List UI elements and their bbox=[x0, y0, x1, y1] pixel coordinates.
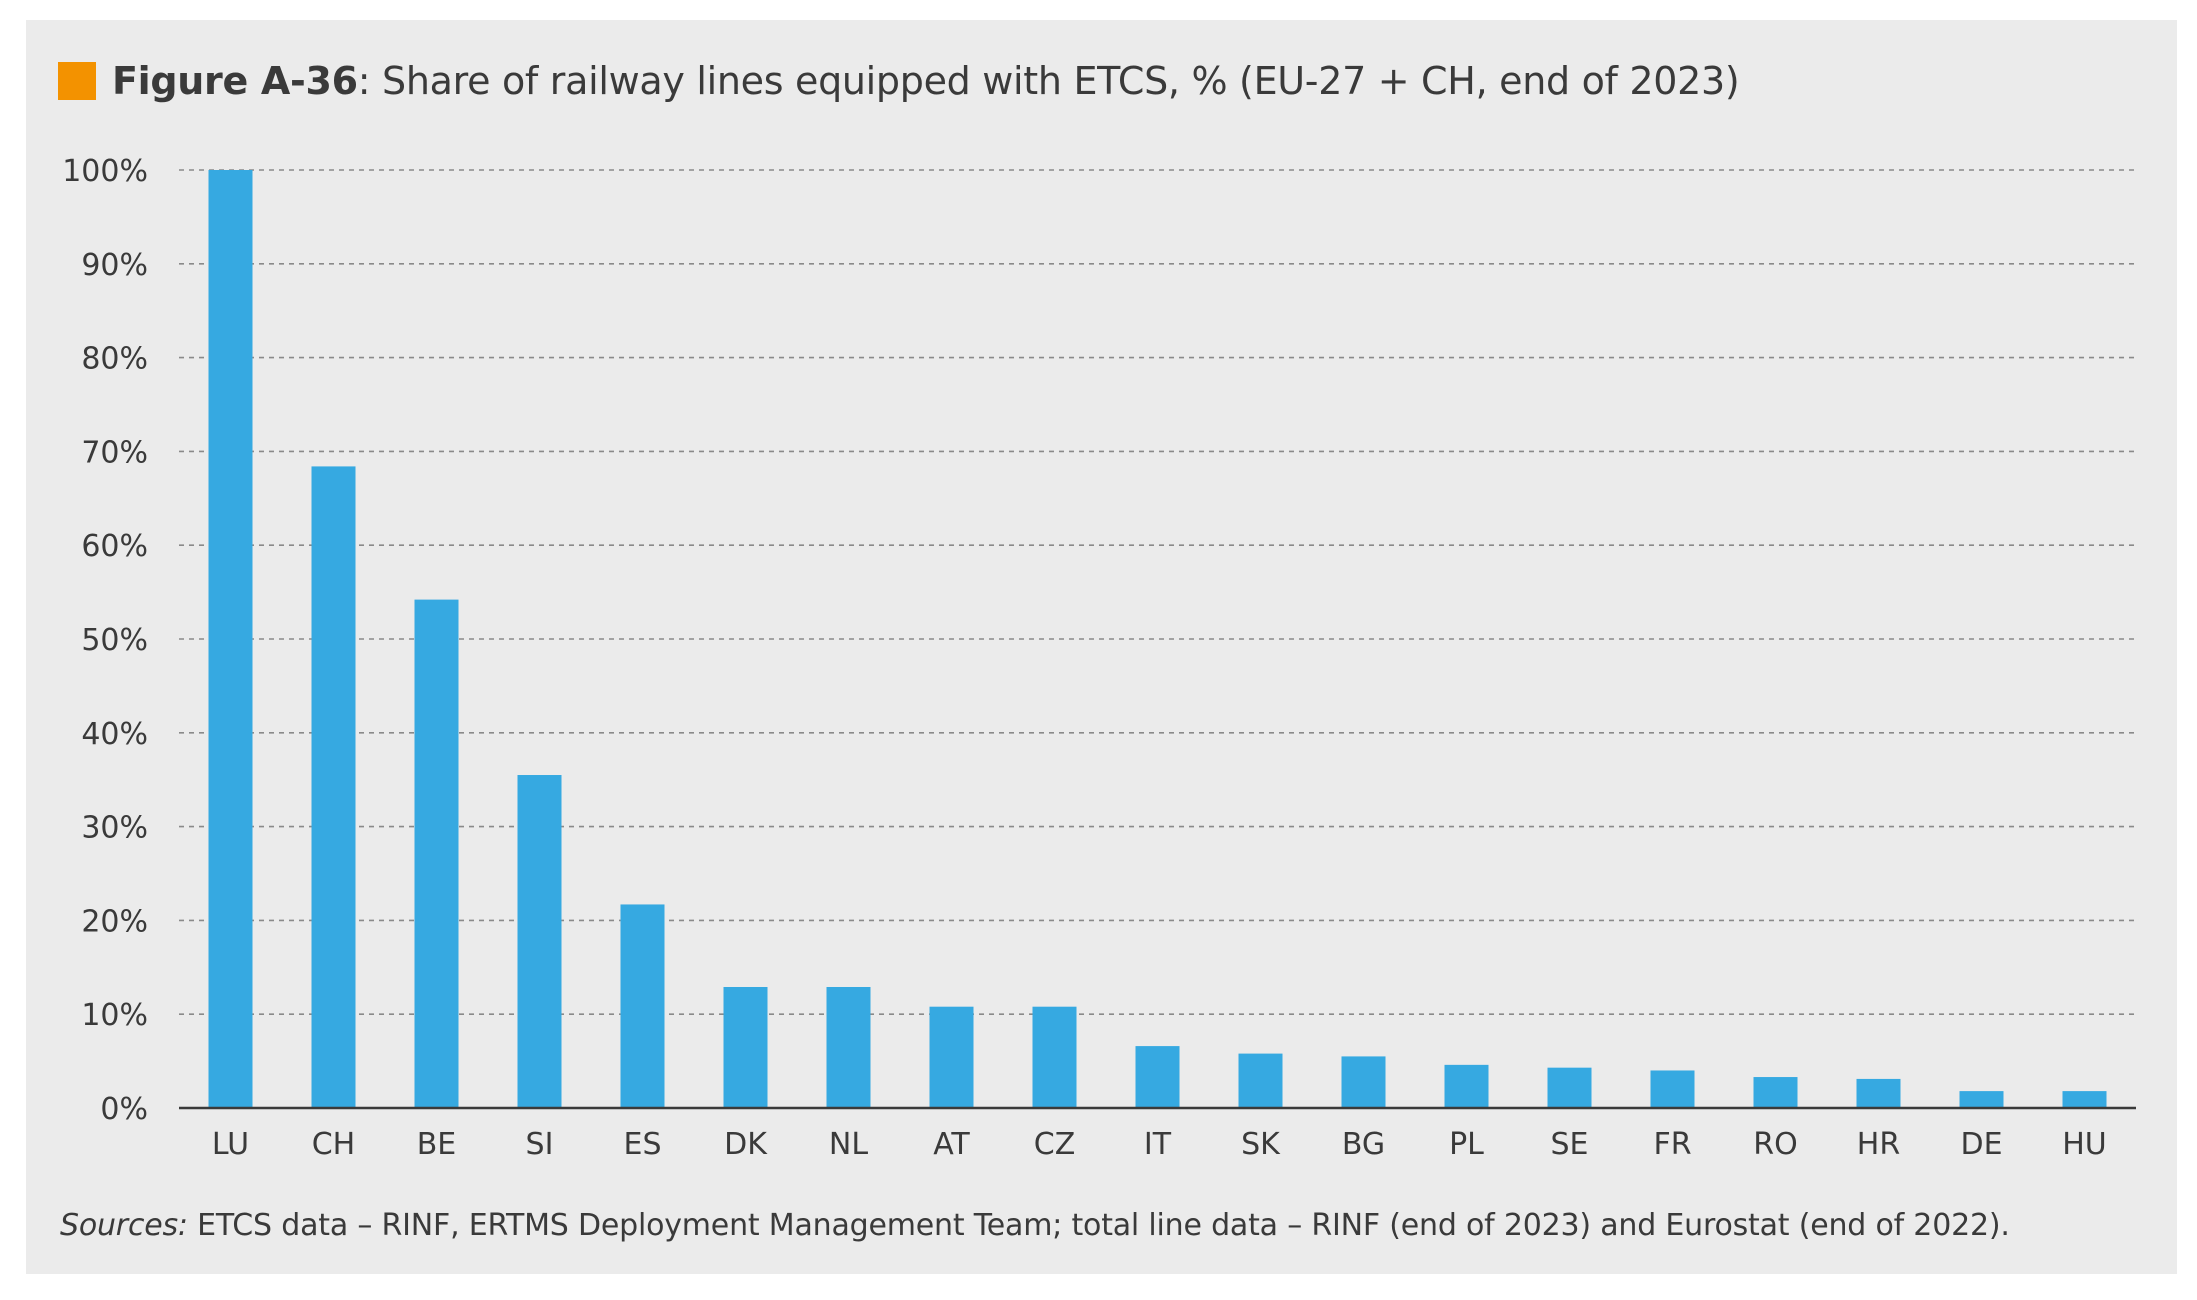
x-tick-label: HU bbox=[2062, 1127, 2107, 1162]
x-tick-label: CH bbox=[312, 1127, 356, 1162]
source-label: Sources: bbox=[60, 1208, 188, 1243]
bar bbox=[929, 1006, 974, 1108]
y-tick-label: 20% bbox=[81, 904, 148, 939]
x-tick-label: HR bbox=[1857, 1127, 1900, 1162]
x-tick-label: LU bbox=[212, 1127, 249, 1162]
figure-title-text: : Share of railway lines equipped with E… bbox=[357, 59, 1740, 103]
y-tick-label: 70% bbox=[81, 435, 148, 470]
bar bbox=[414, 599, 459, 1108]
bar bbox=[826, 986, 871, 1108]
bar bbox=[1032, 1006, 1077, 1108]
bar bbox=[1238, 1053, 1283, 1108]
x-tick-label: PL bbox=[1449, 1127, 1484, 1162]
bar bbox=[1341, 1056, 1386, 1108]
x-tick-label: FR bbox=[1653, 1127, 1691, 1162]
title-marker bbox=[58, 62, 96, 100]
bar bbox=[2062, 1091, 2107, 1108]
y-tick-label: 30% bbox=[81, 811, 148, 846]
bar bbox=[723, 986, 768, 1108]
bar bbox=[1547, 1067, 1592, 1108]
figure-panel: Figure A-36: Share of railway lines equi… bbox=[26, 20, 2177, 1274]
bar-chart: 0% 10% 20% 30% 40% 50% 60% 70% 80% 90% 100% LU CH BE S… bbox=[62, 154, 2136, 1162]
source-note: Sources: ETCS data – RINF, ERTMS Deploym… bbox=[60, 1208, 2010, 1243]
bar bbox=[1753, 1077, 1798, 1108]
bar bbox=[1650, 1070, 1695, 1108]
x-tick-label: RO bbox=[1753, 1127, 1797, 1162]
x-tick-label: BG bbox=[1342, 1127, 1385, 1162]
x-tick-label: DK bbox=[724, 1127, 768, 1162]
source-text: ETCS data – RINF, ERTMS Deployment Manag… bbox=[187, 1208, 2010, 1243]
x-tick-label: ES bbox=[624, 1127, 662, 1162]
y-tick-label: 90% bbox=[81, 248, 148, 283]
y-tick-label: 50% bbox=[81, 623, 148, 658]
y-tick-label: 40% bbox=[81, 717, 148, 752]
x-tick-label: AT bbox=[933, 1127, 970, 1162]
figure-label: Figure A-36 bbox=[112, 59, 358, 103]
figure-title: Figure A-36: Share of railway lines equi… bbox=[58, 56, 1740, 106]
x-tick-label: DE bbox=[1960, 1127, 2002, 1162]
x-tick-label: CZ bbox=[1034, 1127, 1076, 1162]
bar bbox=[1856, 1078, 1901, 1108]
x-tick-label: BE bbox=[417, 1127, 457, 1162]
x-tick-label: SE bbox=[1551, 1127, 1589, 1162]
x-tick-label: IT bbox=[1144, 1127, 1172, 1162]
x-tick-label: NL bbox=[829, 1127, 868, 1162]
x-tick-label: SI bbox=[526, 1127, 554, 1162]
y-tick-label: 100% bbox=[62, 154, 148, 189]
bar bbox=[1959, 1091, 2004, 1108]
bar bbox=[620, 904, 665, 1108]
bar bbox=[517, 775, 562, 1108]
y-tick-label: 60% bbox=[81, 529, 148, 564]
bar bbox=[1135, 1046, 1180, 1108]
bar bbox=[311, 466, 356, 1109]
y-tick-label: 0% bbox=[100, 1092, 148, 1127]
y-tick-label: 10% bbox=[81, 998, 148, 1033]
y-tick-label: 80% bbox=[81, 342, 148, 377]
bar bbox=[208, 170, 253, 1108]
x-tick-label: SK bbox=[1241, 1127, 1281, 1162]
bar bbox=[1444, 1064, 1489, 1108]
